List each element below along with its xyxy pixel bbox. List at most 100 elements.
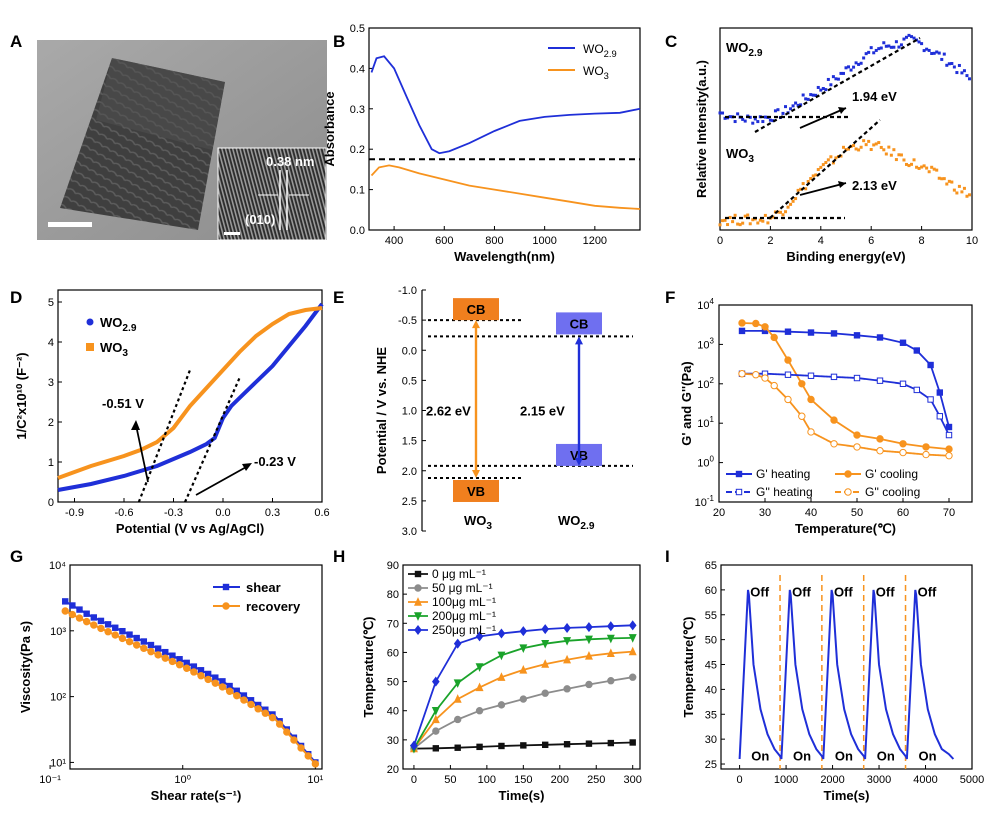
panel-label-b: B [333, 32, 345, 51]
panel-label-c: C [665, 32, 677, 51]
viscosity-point [90, 621, 98, 629]
vb-label-3: VB [467, 484, 485, 499]
viscosity-point [104, 621, 112, 628]
xps-point [819, 165, 823, 169]
modulus-point [807, 395, 815, 404]
panel-label-a: A [10, 32, 22, 51]
legend-marker [414, 570, 422, 578]
modulus-point [945, 423, 953, 431]
xps-point [804, 97, 808, 101]
viscosity-point [225, 687, 234, 695]
heating-series [413, 676, 633, 750]
viscosity-point [268, 713, 277, 722]
xps-point [940, 177, 944, 181]
cb-box-2.9 [556, 312, 602, 335]
xps-point [791, 104, 795, 108]
y-tick-label: 50 [387, 677, 399, 689]
xps-point [887, 44, 891, 48]
heating-point [519, 695, 528, 703]
y-tick-label: 10¹ [50, 757, 66, 769]
modulus-point [761, 374, 769, 382]
off-label: Off [750, 584, 769, 599]
viscosity-point [62, 598, 69, 605]
xps-point [826, 77, 830, 81]
x-tick-label: 10⁻¹ [39, 774, 61, 786]
x-tick-label: 70 [943, 507, 955, 519]
xps-point [776, 108, 780, 112]
xps-point [930, 52, 934, 56]
heating-point [628, 620, 637, 631]
y-axis-label: 1/C²x10¹⁰ (F⁻²) [14, 352, 29, 439]
viscosity-point [197, 672, 205, 680]
modulus-point [752, 371, 760, 379]
xps-point [899, 153, 903, 157]
xps-point [761, 120, 765, 124]
heating-point [541, 659, 550, 668]
xps-point [751, 121, 755, 125]
xps-point [935, 168, 939, 172]
y-tick-label: 60 [705, 585, 717, 597]
xps-point [751, 218, 755, 222]
xps-point [831, 161, 835, 165]
x-tick-label: 10¹ [307, 774, 323, 786]
viscosity-point [97, 617, 105, 625]
panel-label-d: D [10, 288, 22, 307]
heating-point [584, 651, 593, 660]
xps-point [894, 40, 898, 44]
modulus-point [784, 328, 792, 335]
xps-point [816, 168, 820, 172]
modulus-point [784, 356, 792, 364]
arrowhead [131, 420, 140, 430]
heating-point [519, 626, 528, 637]
modulus-point [784, 395, 792, 404]
cb-box-3 [453, 298, 499, 321]
off-label: Off [918, 584, 937, 599]
heating-point [454, 744, 461, 751]
y-tick-label: 30 [387, 735, 399, 747]
xps-point [768, 118, 772, 122]
x-tick-label: 50 [444, 774, 456, 786]
arrowhead-wo3 [838, 181, 846, 188]
xps-point [882, 41, 886, 45]
xps-point [721, 219, 725, 223]
modulus-point [936, 389, 943, 396]
xps-point [920, 42, 924, 46]
xps-point [778, 210, 782, 214]
xps-point [796, 103, 800, 107]
xps-point [927, 170, 931, 174]
viscosity-point [132, 641, 141, 649]
modulus-point [899, 448, 907, 457]
heating-point [497, 651, 506, 661]
y-axis-label: Potential / V vs. NHE [374, 347, 389, 474]
x-tick-label: 5000 [960, 774, 984, 786]
xps-point [957, 63, 961, 67]
y-tick-label: 45 [705, 660, 717, 672]
xps-point [920, 165, 924, 169]
xps-point [784, 105, 788, 109]
xps-point [904, 35, 908, 39]
x-axis-label: Shear rate(s⁻¹) [151, 788, 242, 803]
heating-series [413, 624, 633, 746]
legend-marker [844, 488, 852, 496]
y-axis-label: Temperature(℃) [681, 616, 696, 717]
heating-point [475, 631, 484, 642]
panel-label-f: F [665, 288, 675, 307]
x-tick-label: 50 [851, 507, 863, 519]
xps-point [917, 166, 921, 170]
xps-point [960, 190, 964, 194]
heating-point [432, 745, 440, 752]
xps-point [806, 180, 810, 184]
viscosity-point [204, 675, 212, 684]
heating-point [585, 740, 593, 747]
xps-point [955, 191, 959, 195]
heating-point [607, 739, 615, 747]
y-tick-label: 1 [48, 457, 54, 469]
xps-point [733, 120, 737, 124]
arrow-flat-band-wo29 [195, 465, 249, 496]
y-tick-label: 0.3 [350, 104, 365, 116]
off-label: Off [792, 584, 811, 599]
lattice-spacing-label: 0.38 nm [266, 154, 314, 169]
heating-point [498, 742, 505, 750]
legend-label-2.9: WO2.9 [583, 42, 617, 59]
xps-point [721, 111, 725, 115]
